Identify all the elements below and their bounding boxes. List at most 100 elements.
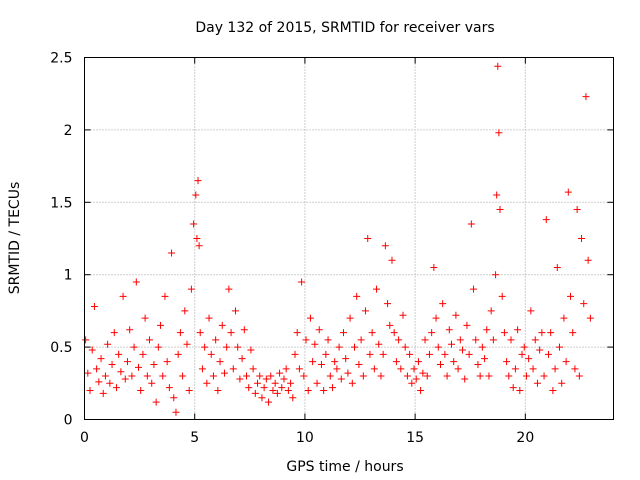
data-point (544, 350, 552, 358)
data-point (135, 363, 143, 371)
data-point (496, 206, 504, 214)
data-point (447, 340, 455, 348)
data-point (247, 346, 255, 354)
data-point (123, 358, 131, 366)
data-point (571, 365, 579, 373)
data-point (432, 314, 440, 322)
data-point (254, 379, 262, 387)
data-point (273, 389, 281, 397)
y-tick-label: 0 (64, 413, 73, 429)
data-point (456, 336, 464, 344)
data-point (183, 340, 191, 348)
data-point (195, 242, 203, 250)
data-point (106, 379, 114, 387)
data-point (489, 336, 497, 344)
data-point (322, 350, 330, 358)
data-point (93, 365, 101, 373)
data-point (335, 343, 343, 351)
data-point (379, 350, 387, 358)
data-point (495, 129, 503, 137)
data-point (212, 336, 220, 344)
data-point (454, 365, 462, 373)
data-point (174, 350, 182, 358)
data-point (353, 292, 361, 300)
data-point (527, 307, 535, 315)
data-point (152, 398, 160, 406)
data-point (531, 336, 539, 344)
data-point (397, 365, 405, 373)
data-point (141, 314, 149, 322)
data-point (483, 326, 491, 334)
data-point (220, 369, 228, 377)
data-point (478, 343, 486, 351)
data-point (575, 372, 583, 380)
data-point (168, 249, 176, 257)
data-point (580, 300, 588, 308)
data-point (390, 329, 398, 337)
data-point (436, 360, 444, 368)
data-point (476, 372, 484, 380)
data-point (139, 350, 147, 358)
data-point (203, 379, 211, 387)
data-point (533, 379, 541, 387)
plot-frame (84, 57, 614, 420)
data-point (386, 321, 394, 329)
data-point (522, 372, 530, 380)
data-point (465, 350, 473, 358)
data-point (463, 321, 471, 329)
y-tick-label: 0.5 (50, 340, 72, 356)
y-tick-label: 1 (64, 268, 73, 284)
data-point (328, 384, 336, 392)
data-point (231, 307, 239, 315)
data-point (115, 350, 123, 358)
data-point (430, 263, 438, 271)
data-point (428, 329, 436, 337)
data-point (245, 384, 253, 392)
data-point (194, 177, 202, 185)
data-point (357, 336, 365, 344)
data-point (582, 93, 590, 101)
data-point (584, 256, 592, 264)
data-point (234, 343, 242, 351)
data-point (223, 343, 231, 351)
data-point (119, 292, 127, 300)
data-point (417, 387, 425, 395)
data-point (313, 379, 321, 387)
data-point (470, 285, 478, 293)
data-point (492, 271, 500, 279)
data-point (443, 372, 451, 380)
data-point (207, 350, 215, 358)
data-point (481, 355, 489, 363)
data-point (384, 300, 392, 308)
data-point (229, 365, 237, 373)
data-point (108, 360, 116, 368)
data-point (271, 379, 279, 387)
data-point (498, 292, 506, 300)
data-point (578, 235, 586, 242)
data-point (187, 285, 195, 293)
data-point (185, 387, 193, 395)
data-point (159, 372, 167, 380)
data-point (282, 365, 290, 373)
data-point (507, 336, 515, 344)
data-point (137, 387, 145, 395)
data-point (298, 278, 306, 286)
data-point (104, 340, 112, 348)
data-point (300, 372, 308, 380)
data-point (205, 314, 213, 322)
data-point (359, 372, 367, 380)
data-point (150, 360, 158, 368)
data-point (493, 191, 501, 199)
data-point (295, 365, 303, 373)
data-point (287, 379, 295, 387)
data-point (555, 343, 563, 351)
data-point (143, 372, 151, 380)
data-point (311, 340, 319, 348)
data-point (243, 372, 251, 380)
data-point (540, 372, 548, 380)
data-point (410, 365, 418, 373)
data-point (487, 307, 495, 315)
data-point (485, 372, 493, 380)
data-point (399, 311, 407, 319)
